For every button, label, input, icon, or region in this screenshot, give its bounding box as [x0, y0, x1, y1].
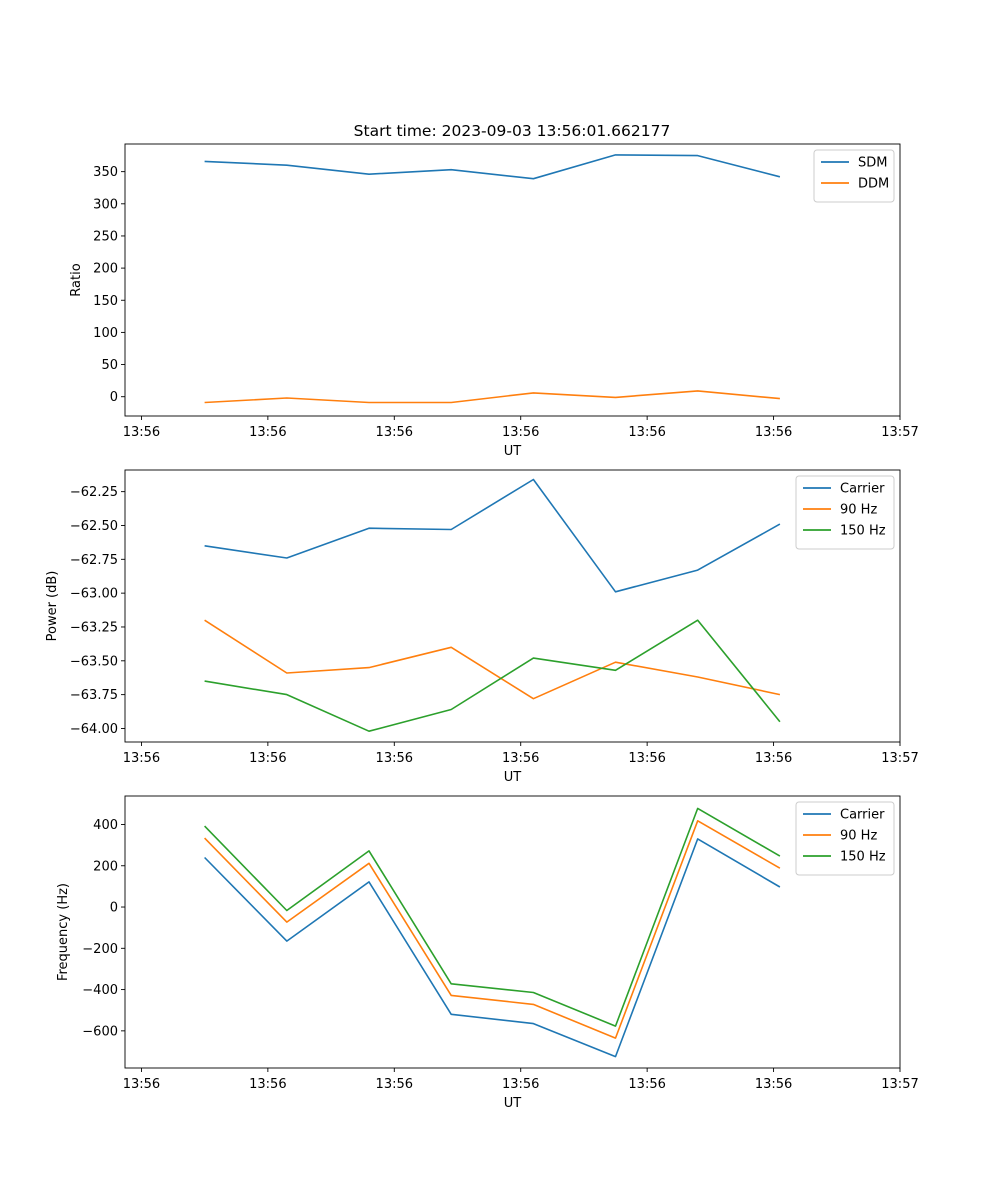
x-tick-label: 13:56 [376, 751, 413, 766]
y-axis-label: Power (dB) [45, 571, 60, 642]
panel-1: 0 50 100 150 200 250 300 350 13:56 13:56 13:56 13:5… [69, 143, 919, 459]
axes-frame [124, 143, 901, 417]
panel-2: −64.00 −63.75 −63.50 −63.25 −63.00 −62.75 −62.… [45, 469, 919, 785]
series-line-carrier [204, 838, 781, 1058]
chart-title: Start time: 2023-09-03 13:56:01.662177 [354, 122, 671, 140]
x-tick-label: 13:56 [628, 425, 665, 440]
y-tick-label: 200 [93, 262, 118, 277]
panel-3: −600 −400 −200 0 200 400 13:56 13:56 13:56 13:56 1… [56, 795, 919, 1111]
x-tick-label: 13:56 [502, 751, 539, 766]
y-tick-label: 350 [93, 165, 118, 180]
y-tick-label: −63.75 [70, 688, 118, 703]
series-line-150-hz [204, 619, 781, 733]
x-tick-label: 13:56 [123, 1077, 160, 1092]
x-tick-label: 13:57 [881, 1077, 918, 1092]
y-tick-label: −200 [82, 942, 118, 957]
x-tick-label: 13:56 [123, 751, 160, 766]
legend-box [813, 149, 895, 203]
x-tick-label: 13:56 [249, 425, 286, 440]
legend-label: 90 Hz [840, 503, 877, 518]
x-tick-label: 13:56 [376, 425, 413, 440]
axes-frame [124, 795, 901, 1069]
y-tick-label: 400 [93, 818, 118, 833]
legend-label: SDM [858, 156, 887, 171]
x-tick-label: 13:56 [502, 425, 539, 440]
y-tick-label: 150 [93, 294, 118, 309]
series-line-150-hz [204, 807, 781, 1027]
y-axis-label: Frequency (Hz) [56, 883, 71, 981]
x-tick-label: 13:56 [755, 751, 792, 766]
series-line-ddm [204, 390, 780, 404]
x-tick-label: 13:56 [249, 751, 286, 766]
x-axis-label: UT [504, 444, 522, 459]
x-tick-label: 13:56 [628, 1077, 665, 1092]
series-line-90-hz [204, 819, 781, 1039]
x-axis-label: UT [504, 770, 522, 785]
x-axis-label: UT [504, 1096, 522, 1111]
x-tick-label: 13:56 [755, 1077, 792, 1092]
y-tick-label: 300 [93, 197, 118, 212]
y-tick-label: −62.50 [70, 519, 118, 534]
series-line-90-hz [204, 619, 781, 700]
x-tick-label: 13:56 [628, 751, 665, 766]
series-line-sdm [204, 154, 781, 180]
y-tick-label: −63.50 [70, 654, 118, 669]
y-tick-label: 0 [110, 901, 118, 916]
legend-label: DDM [858, 177, 889, 192]
y-tick-label: 0 [110, 390, 118, 405]
x-tick-label: 13:56 [755, 425, 792, 440]
series-line-carrier [204, 478, 781, 593]
legend-label: 150 Hz [840, 524, 886, 539]
y-tick-label: 50 [101, 358, 118, 373]
x-tick-label: 13:57 [881, 751, 918, 766]
y-tick-label: −62.75 [70, 553, 118, 568]
y-tick-label: 250 [93, 229, 118, 244]
y-tick-label: 100 [93, 326, 118, 341]
y-axis-label: Ratio [69, 263, 84, 296]
y-tick-label: −400 [82, 983, 118, 998]
y-tick-label: −600 [82, 1024, 118, 1039]
x-tick-label: 13:56 [376, 1077, 413, 1092]
legend-label: Carrier [840, 808, 885, 823]
legend-label: Carrier [840, 482, 885, 497]
y-tick-label: −63.25 [70, 620, 118, 635]
legend-label: 90 Hz [840, 829, 877, 844]
x-tick-label: 13:56 [502, 1077, 539, 1092]
axes-frame [124, 469, 901, 743]
x-tick-label: 13:56 [123, 425, 160, 440]
x-tick-label: 13:56 [249, 1077, 286, 1092]
y-tick-label: −63.00 [70, 587, 118, 602]
x-tick-label: 13:57 [881, 425, 918, 440]
y-tick-label: −62.25 [70, 485, 118, 500]
y-tick-label: −64.00 [70, 722, 118, 737]
y-tick-label: 200 [93, 859, 118, 874]
legend-label: 150 Hz [840, 850, 886, 865]
